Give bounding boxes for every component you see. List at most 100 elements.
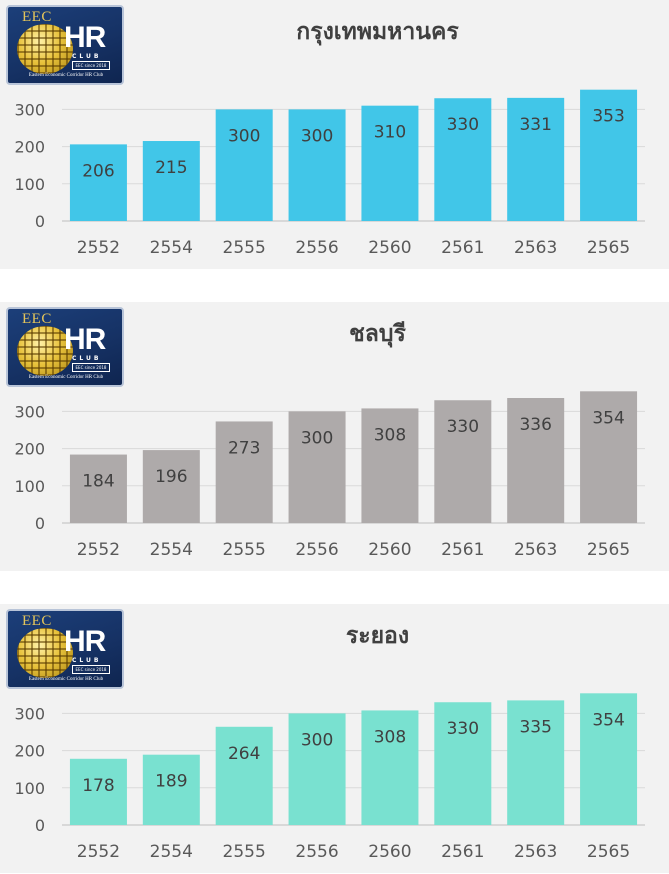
y-tick-label: 0 bbox=[35, 212, 45, 231]
bar bbox=[361, 105, 419, 221]
y-tick-label: 100 bbox=[14, 477, 45, 496]
logo-hr-text: HR bbox=[64, 21, 106, 54]
chart-panel-2: 0 100 200 300 184 2552 196 2554 273 2555 300 2556 30… bbox=[0, 302, 669, 571]
bar bbox=[288, 713, 346, 825]
data-label: 353 bbox=[592, 107, 624, 127]
x-category-label: 2561 bbox=[441, 540, 484, 560]
x-category-label: 2555 bbox=[223, 540, 266, 560]
x-category-label: 2560 bbox=[368, 540, 411, 560]
chart-title: ชลบุรี bbox=[349, 321, 406, 347]
data-label: 184 bbox=[82, 472, 114, 492]
data-label: 178 bbox=[82, 776, 114, 796]
bar bbox=[361, 408, 419, 523]
x-category-label: 2565 bbox=[587, 842, 630, 862]
data-label: 330 bbox=[447, 417, 479, 437]
x-category-label: 2556 bbox=[295, 238, 338, 258]
y-tick-label: 200 bbox=[14, 440, 45, 459]
y-tick-label: 300 bbox=[14, 704, 45, 723]
logo-since-text: EEC since 2018 bbox=[72, 61, 110, 70]
data-label: 273 bbox=[228, 438, 260, 458]
chart-panel-3: 0 100 200 300 178 2552 189 2554 264 2555 300 2556 30… bbox=[0, 604, 669, 873]
data-label: 215 bbox=[155, 158, 187, 178]
logo-club-text: CLUB bbox=[72, 355, 102, 362]
data-label: 300 bbox=[301, 428, 333, 448]
x-category-label: 2556 bbox=[295, 842, 338, 862]
x-category-label: 2560 bbox=[368, 238, 411, 258]
x-category-label: 2556 bbox=[295, 540, 338, 560]
data-label: 308 bbox=[374, 425, 406, 445]
x-category-label: 2555 bbox=[223, 842, 266, 862]
x-category-label: 2563 bbox=[514, 842, 557, 862]
x-category-label: 2563 bbox=[514, 238, 557, 258]
bar bbox=[288, 109, 346, 221]
bar bbox=[69, 454, 127, 523]
data-label: 196 bbox=[155, 467, 187, 487]
y-tick-label: 200 bbox=[14, 742, 45, 761]
y-tick-label: 100 bbox=[14, 779, 45, 798]
bar bbox=[434, 400, 492, 523]
logo-tagline: Eastern Economic Corridor HR Club bbox=[28, 677, 104, 682]
bar bbox=[69, 758, 127, 825]
logo-hr-text: HR bbox=[64, 323, 106, 356]
bar bbox=[434, 98, 492, 221]
x-category-label: 2552 bbox=[77, 540, 120, 560]
bar bbox=[142, 754, 200, 825]
globe-icon bbox=[17, 326, 73, 376]
x-category-label: 2552 bbox=[77, 842, 120, 862]
data-label: 300 bbox=[228, 126, 260, 146]
logo-tagline: Eastern Economic Corridor HR Club bbox=[28, 73, 104, 78]
x-category-label: 2552 bbox=[77, 238, 120, 258]
bar bbox=[142, 141, 200, 221]
globe-icon bbox=[17, 24, 73, 74]
data-label: 330 bbox=[447, 115, 479, 135]
logo-eec-text: EEC bbox=[22, 311, 52, 327]
bar bbox=[142, 450, 200, 523]
x-category-label: 2554 bbox=[150, 842, 193, 862]
data-label: 336 bbox=[519, 415, 551, 435]
bar bbox=[69, 144, 127, 221]
bar bbox=[215, 421, 273, 523]
x-category-label: 2554 bbox=[150, 238, 193, 258]
x-category-label: 2565 bbox=[587, 238, 630, 258]
eec-hr-club-logo: EEC HR CLUB EEC since 2018 Eastern Econo… bbox=[6, 609, 124, 689]
bar bbox=[507, 700, 565, 825]
data-label: 264 bbox=[228, 744, 260, 764]
bar bbox=[215, 109, 273, 221]
data-label: 308 bbox=[374, 727, 406, 747]
bar bbox=[580, 693, 638, 825]
y-tick-label: 0 bbox=[35, 816, 45, 835]
bar-chart-1: 0 100 200 300 206 2552 215 2554 300 2555 300 2556 31… bbox=[14, 89, 645, 258]
logo-club-text: CLUB bbox=[72, 657, 102, 664]
y-tick-label: 300 bbox=[14, 100, 45, 119]
bar bbox=[361, 710, 419, 825]
eec-hr-club-logo: EEC HR CLUB EEC since 2018 Eastern Econo… bbox=[6, 307, 124, 387]
data-label: 335 bbox=[519, 717, 551, 737]
x-category-label: 2555 bbox=[223, 238, 266, 258]
logo-hr-text: HR bbox=[64, 625, 106, 658]
data-label: 300 bbox=[301, 126, 333, 146]
bar bbox=[434, 702, 492, 825]
data-label: 331 bbox=[519, 115, 551, 135]
data-label: 189 bbox=[155, 772, 187, 792]
chart-panel-1: 0 100 200 300 206 2552 215 2554 300 2555 300 2556 31… bbox=[0, 0, 669, 269]
chart-title: กรุงเทพมหานคร bbox=[296, 19, 459, 45]
data-label: 206 bbox=[82, 161, 114, 181]
bar bbox=[507, 398, 565, 523]
bar bbox=[580, 89, 638, 222]
x-category-label: 2561 bbox=[441, 238, 484, 258]
logo-tagline: Eastern Economic Corridor HR Club bbox=[28, 375, 104, 380]
bar bbox=[507, 97, 565, 221]
x-category-label: 2563 bbox=[514, 540, 557, 560]
chart-title: ระยอง bbox=[345, 623, 410, 649]
x-category-label: 2565 bbox=[587, 540, 630, 560]
data-label: 300 bbox=[301, 730, 333, 750]
data-label: 330 bbox=[447, 719, 479, 739]
y-tick-label: 200 bbox=[14, 138, 45, 157]
logo-since-text: EEC since 2018 bbox=[72, 363, 110, 372]
logo-since-text: EEC since 2018 bbox=[72, 665, 110, 674]
bar bbox=[580, 391, 638, 523]
bar-chart-3: 0 100 200 300 178 2552 189 2554 264 2555 300 2556 30… bbox=[14, 693, 645, 862]
data-label: 354 bbox=[592, 710, 624, 730]
x-category-label: 2560 bbox=[368, 842, 411, 862]
y-tick-label: 0 bbox=[35, 514, 45, 533]
